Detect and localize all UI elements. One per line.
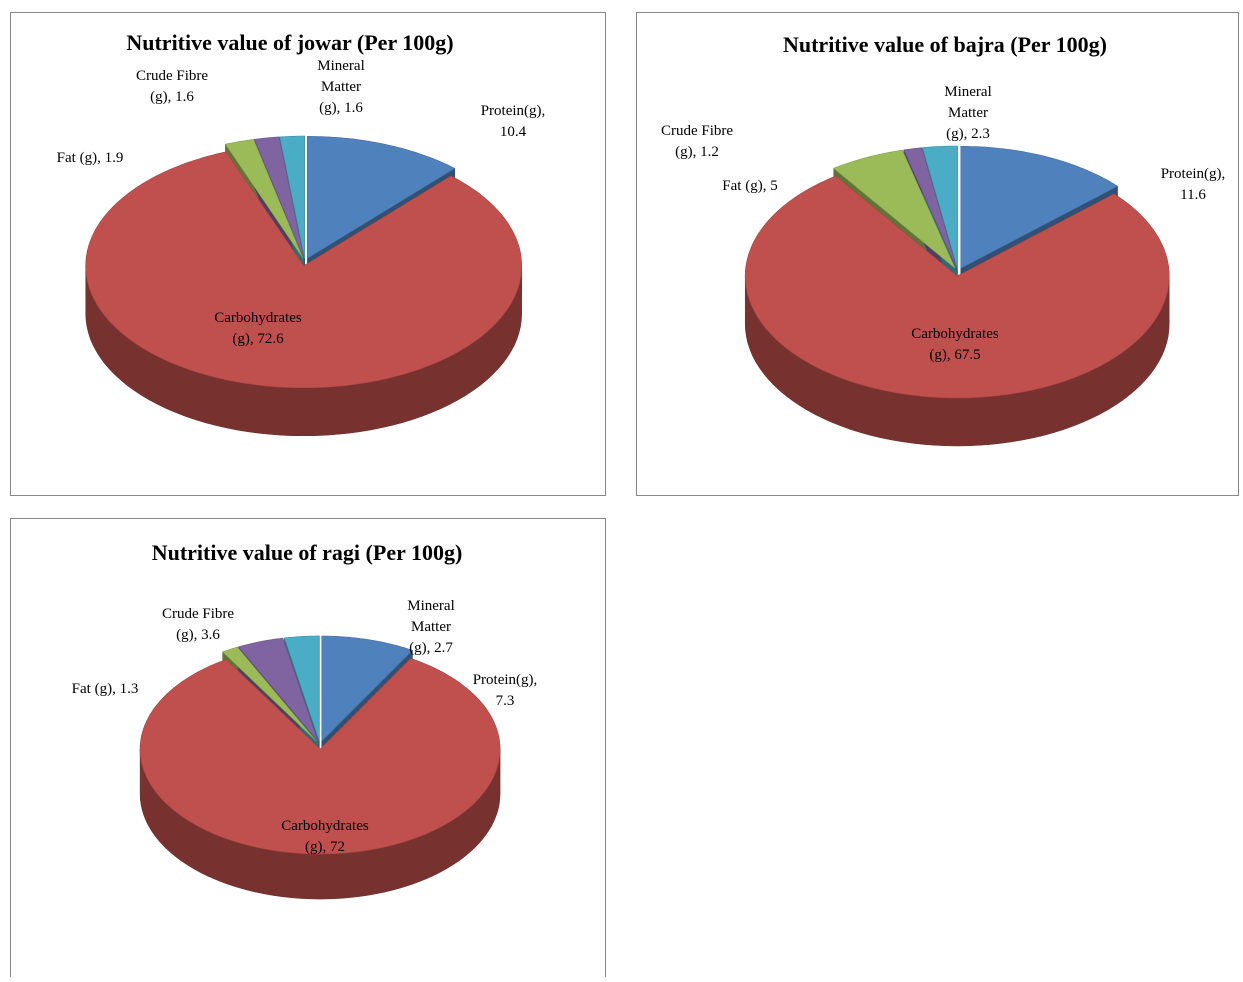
pie-tops — [139, 635, 501, 855]
data-label: Carbohydrates (g), 72 — [281, 818, 369, 855]
pie-slice — [139, 658, 501, 855]
pie-slice — [238, 637, 319, 742]
pie-slice — [321, 635, 414, 742]
pie-slice — [222, 646, 317, 742]
pie-tops — [744, 145, 1170, 399]
data-label: Crude Fibre (g), 3.6 — [162, 606, 234, 643]
pie-slice — [85, 151, 522, 389]
pie-slice — [307, 135, 456, 259]
pie-slice — [254, 136, 305, 259]
data-label: Protein(g), 7.3 — [473, 672, 538, 709]
data-label: Mineral Matter (g), 1.6 — [317, 58, 364, 116]
data-label: Crude Fibre (g), 1.2 — [661, 123, 733, 160]
pie-slice — [279, 135, 305, 259]
pie-slice — [283, 635, 320, 741]
data-label: Mineral Matter (g), 2.3 — [944, 84, 991, 142]
chart-title: Nutritive value of jowar (Per 100g) — [126, 30, 453, 55]
data-label: Carbohydrates (g), 67.5 — [911, 326, 999, 363]
data-label: Protein(g), 11.6 — [1161, 166, 1226, 203]
pie-slice — [833, 149, 956, 269]
pie-slice — [960, 146, 1119, 269]
data-label: Fat (g), 1.9 — [57, 150, 124, 166]
pie-slice — [224, 139, 304, 259]
pie-tops — [85, 135, 522, 389]
pie-slice — [903, 147, 957, 269]
data-label: Fat (g), 1.3 — [72, 681, 139, 697]
data-label: Fat (g), 5 — [722, 178, 777, 194]
data-label: Mineral Matter (g), 2.7 — [407, 598, 454, 656]
data-label: Protein(g), 10.4 — [481, 103, 546, 140]
chart-title: Nutritive value of ragi (Per 100g) — [152, 540, 463, 565]
pie-slice — [744, 175, 1170, 399]
data-label: Carbohydrates (g), 72.6 — [214, 310, 302, 347]
pie-slice — [922, 145, 958, 269]
data-label: Crude Fibre (g), 1.6 — [136, 68, 208, 105]
chart-title: Nutritive value of bajra (Per 100g) — [783, 32, 1107, 57]
